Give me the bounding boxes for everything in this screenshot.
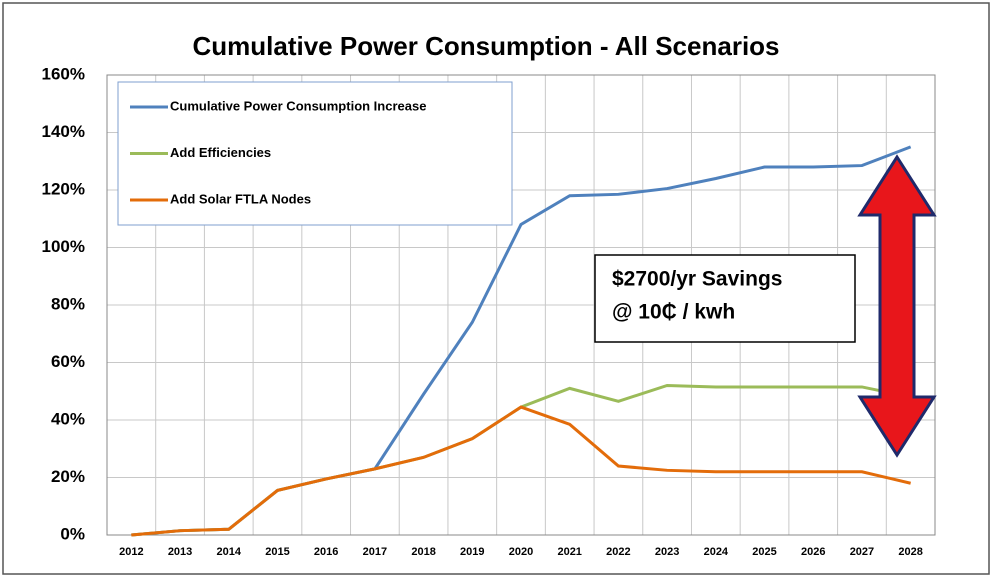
series-line (131, 405, 911, 537)
annotation: $2700/yr Savings (612, 268, 782, 291)
y-tick-label: 100% (42, 237, 85, 256)
y-tick-label: 120% (42, 179, 85, 198)
x-tick-label: 2027 (850, 546, 874, 558)
legend-label: Add Efficiencies (170, 145, 271, 160)
y-tick-label: 40% (51, 409, 85, 428)
legend-label: Add Solar FTLA Nodes (170, 191, 311, 206)
x-tick-label: 2025 (752, 546, 776, 558)
x-tick-label: 2016 (314, 546, 338, 558)
annotation: @ 10₵ / kwh (612, 301, 735, 324)
savings-arrow (857, 154, 937, 458)
y-tick-label: 0% (60, 524, 85, 543)
x-tick-label: 2026 (801, 546, 825, 558)
x-tick-label: 2022 (606, 546, 630, 558)
annotation-box (594, 254, 856, 343)
legend-entries: Cumulative Power Consumption Increase Add… (130, 98, 426, 206)
plot-border (106, 74, 936, 536)
y-tick-label: 20% (51, 467, 85, 486)
x-tick-label: 2018 (411, 546, 435, 558)
y-tick-label: 140% (42, 122, 85, 141)
chart-title: Cumulative Power Consumption - All Scena… (192, 31, 779, 61)
x-tick-label: 2012 (119, 546, 143, 558)
x-tick-label: 2014 (217, 546, 242, 558)
x-tick-label: 2023 (655, 546, 679, 558)
y-tick-label: 60% (51, 352, 85, 371)
y-tick-label: 80% (51, 294, 85, 313)
x-tick-label: 2020 (509, 546, 533, 558)
x-tick-label: 2021 (557, 546, 581, 558)
x-tick-label: 2015 (265, 546, 289, 558)
x-tick-label: 2013 (168, 546, 192, 558)
legend (117, 81, 513, 226)
x-tick-label: 2017 (363, 546, 387, 558)
x-tick-label: 2028 (898, 546, 922, 558)
x-tick-label: 2024 (704, 546, 729, 558)
y-tick-label: 160% (42, 64, 85, 83)
legend-label: Cumulative Power Consumption Increase (170, 98, 426, 113)
x-tick-label: 2019 (460, 546, 484, 558)
